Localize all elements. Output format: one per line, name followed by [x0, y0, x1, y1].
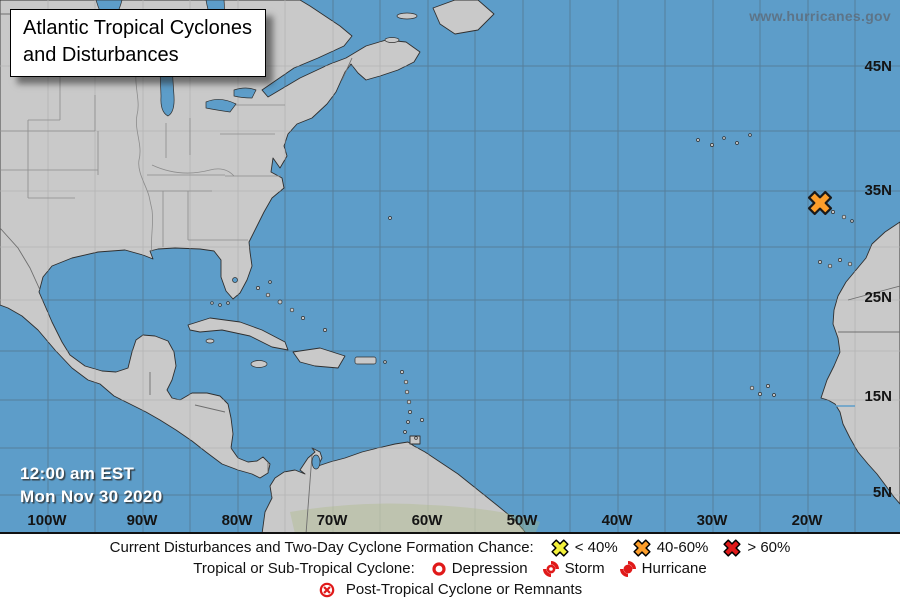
- legend-row-cyclones: Tropical or Sub-Tropical Cyclone: Depres…: [0, 558, 900, 579]
- islands: [205, 12, 854, 440]
- legend-40-60-label: 40-60%: [656, 539, 709, 556]
- lat-label-25n: 25N: [864, 289, 892, 306]
- legend-item-gt60: > 60%: [722, 538, 790, 558]
- map-title-box: Atlantic Tropical Cyclones and Disturban…: [10, 9, 266, 77]
- lake-erie: [205, 99, 237, 113]
- legend-lt40-label: < 40%: [574, 539, 618, 556]
- prince-edward: [384, 37, 400, 43]
- legend-item-depression: Depression: [431, 560, 528, 577]
- state-borders: [0, 62, 285, 253]
- newfoundland: [432, 0, 495, 35]
- hurricane-icon: [619, 560, 637, 578]
- map-border: [0, 532, 900, 534]
- tropical-storm-icon: [542, 560, 560, 578]
- lon-label-40w: 40W: [601, 512, 633, 529]
- map-timestamp: 12:00 am EST Mon Nov 30 2020: [20, 462, 162, 508]
- map-canvas: [0, 0, 900, 534]
- lat-label-35n: 35N: [864, 182, 892, 199]
- africa: [820, 221, 900, 505]
- lon-label-80w: 80W: [221, 512, 253, 529]
- legend-item-hurricane: Hurricane: [619, 560, 707, 578]
- lat-label-15n: 15N: [864, 388, 892, 405]
- anticosti: [396, 12, 418, 20]
- terrain-tint: [290, 503, 540, 534]
- isle-of-youth: [205, 338, 215, 344]
- disturbance-med-x-icon: [632, 538, 652, 558]
- legend-item-lt40: < 40%: [550, 538, 618, 558]
- legend: Current Disturbances and Two-Day Cyclone…: [0, 534, 900, 601]
- legend-row1-label: Current Disturbances and Two-Day Cyclone…: [109, 539, 534, 556]
- map-title-line1: Atlantic Tropical Cyclones: [23, 17, 252, 39]
- watermark-url: www.hurricanes.gov: [749, 8, 891, 24]
- disturbance-low-x-icon: [550, 538, 570, 558]
- north-america: [0, 0, 421, 479]
- map-title-line2: and Disturbances: [23, 44, 179, 66]
- timestamp-date: Mon Nov 30 2020: [20, 487, 163, 506]
- lon-label-90w: 90W: [126, 512, 158, 529]
- jamaica: [250, 360, 268, 368]
- disturbance-high-x-icon: [722, 538, 742, 558]
- post-tropical-icon: [318, 581, 336, 599]
- timestamp-time: 12:00 am EST: [20, 464, 135, 483]
- lon-label-70w: 70W: [316, 512, 348, 529]
- lon-label-100w: 100W: [27, 512, 67, 529]
- legend-hurricane-label: Hurricane: [641, 560, 707, 577]
- hispaniola: [292, 347, 346, 369]
- depression-icon: [431, 561, 447, 577]
- legend-row-post-tropical: Post-Tropical Cyclone or Remnants: [0, 579, 900, 600]
- disturbance-x-icon: [807, 190, 833, 216]
- puerto-rico: [354, 356, 377, 365]
- south-america: [261, 441, 526, 534]
- lake-ontario: [233, 87, 257, 99]
- lat-label-45n: 45N: [864, 58, 892, 75]
- lon-label-30w: 30W: [696, 512, 728, 529]
- lon-label-60w: 60W: [411, 512, 443, 529]
- lake-okeechobee: [232, 277, 238, 283]
- legend-row-disturbances: Current Disturbances and Two-Day Cyclone…: [0, 537, 900, 558]
- disturbance-marker[interactable]: [804, 187, 837, 220]
- legend-gt60-label: > 60%: [747, 539, 791, 556]
- legend-row2-label: Tropical or Sub-Tropical Cyclone:: [193, 560, 415, 577]
- turks: [323, 328, 327, 332]
- lake-maracaibo: [311, 454, 321, 470]
- cuba: [187, 317, 289, 351]
- bermuda: [388, 216, 392, 220]
- barbados: [420, 418, 424, 422]
- legend-storm-label: Storm: [564, 560, 605, 577]
- legend-post-tropical-label: Post-Tropical Cyclone or Remnants: [345, 581, 583, 598]
- legend-item-40-60: 40-60%: [632, 538, 709, 558]
- atlantic-map: [0, 0, 900, 534]
- legend-depression-label: Depression: [451, 560, 528, 577]
- lon-label-50w: 50W: [506, 512, 538, 529]
- tobago: [414, 436, 418, 440]
- legend-item-storm: Storm: [542, 560, 605, 578]
- lat-label-5n: 5N: [872, 484, 892, 501]
- lon-label-20w: 20W: [791, 512, 823, 529]
